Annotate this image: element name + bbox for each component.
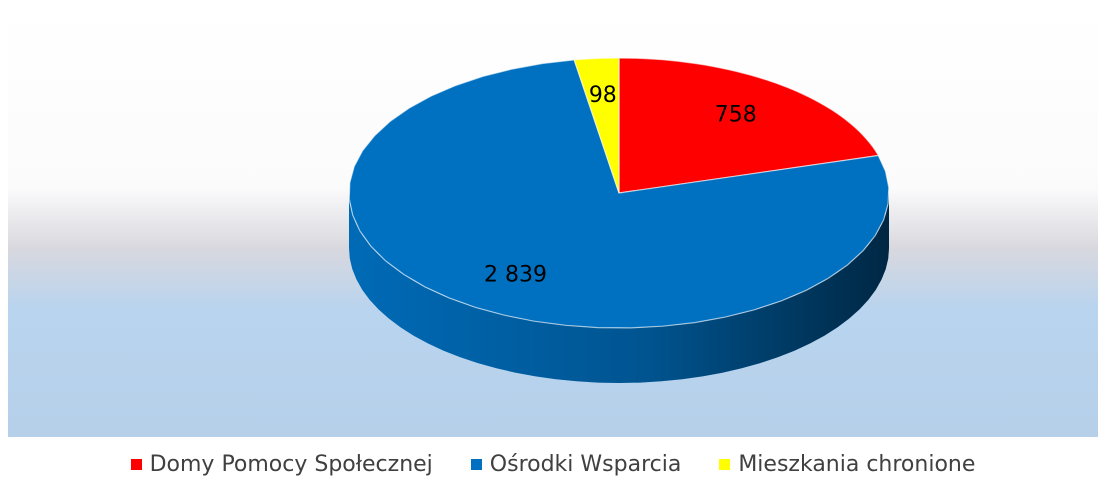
data-label: 758 xyxy=(715,102,757,127)
legend-item: Mieszkania chronione xyxy=(719,452,975,477)
legend-label: Ośrodki Wsparcia xyxy=(489,452,682,477)
legend-swatch xyxy=(470,459,482,470)
data-label: 98 xyxy=(589,83,617,108)
legend: Domy Pomocy Społecznej Ośrodki Wsparcia Mi… xyxy=(0,452,1106,477)
legend-swatch xyxy=(719,459,731,470)
legend-item: Ośrodki Wsparcia xyxy=(470,452,682,477)
legend-swatch xyxy=(130,459,142,470)
data-label: 2 839 xyxy=(484,262,547,287)
slice-side-shade xyxy=(349,193,889,383)
chart: 758 2 839 98 xyxy=(8,8,1098,437)
legend-label: Domy Pomocy Społecznej xyxy=(149,452,433,477)
legend-item: Domy Pomocy Społecznej xyxy=(130,452,433,477)
slice xyxy=(573,57,620,194)
slice xyxy=(618,57,880,194)
legend-label: Mieszkania chronione xyxy=(738,452,976,477)
slice xyxy=(348,59,890,329)
